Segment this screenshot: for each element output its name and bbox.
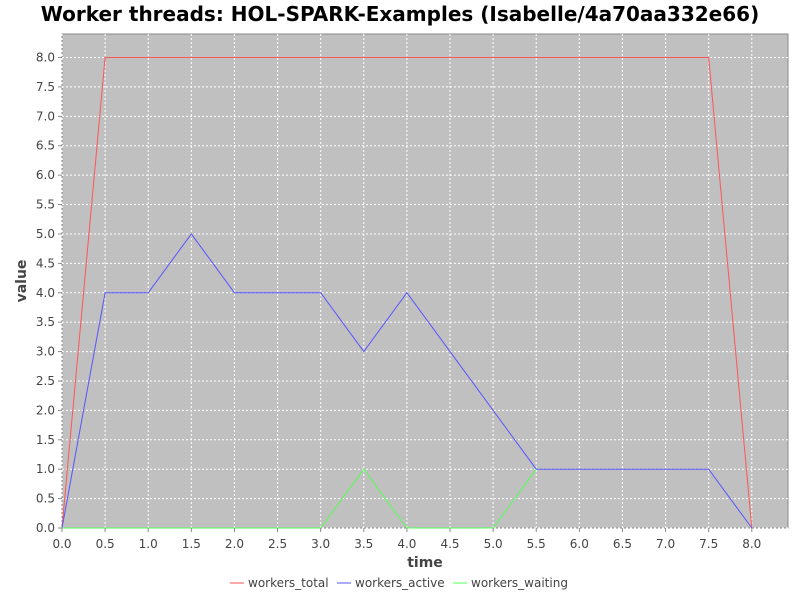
y-tick-label: 7.0	[36, 109, 55, 123]
legend-label: workers_active	[355, 576, 445, 590]
y-axis-label: value	[14, 260, 30, 303]
x-tick-label: 0.0	[52, 537, 71, 551]
series-line-workers-total	[61, 57, 753, 529]
y-tick-label: 7.5	[36, 80, 55, 94]
x-tick-label: 2.5	[268, 537, 287, 551]
legend-label: workers_waiting	[471, 576, 568, 590]
y-tick-label: 4.0	[36, 286, 55, 300]
series-line-workers-active	[61, 233, 753, 529]
y-tick-label: 2.5	[36, 374, 55, 388]
y-tick-label: 1.0	[36, 462, 55, 476]
x-tick-label: 6.0	[570, 537, 589, 551]
x-tick-label: 3.5	[354, 537, 373, 551]
y-tick-label: 0.0	[36, 521, 55, 535]
x-tick-label: 4.0	[397, 537, 416, 551]
y-tick-label: 3.0	[36, 345, 55, 359]
legend-item-workers-total: workers_total	[230, 576, 329, 590]
axes: 0.0 0.5 1.0 1.5 2.0 2.5 3.0 3.5 4.0 4.5 5.0 5.5 6.0 6…	[36, 51, 761, 551]
y-tick-label: 1.5	[36, 433, 55, 447]
x-axis-label: time	[407, 555, 443, 571]
legend-item-workers-waiting: workers_waiting	[453, 576, 568, 590]
y-tick-label: 0.5	[36, 492, 55, 506]
x-tick-label: 1.0	[139, 537, 158, 551]
y-tick-label: 5.0	[36, 227, 55, 241]
legend-label: workers_total	[248, 576, 329, 590]
x-tick-label: 1.5	[182, 537, 201, 551]
x-tick-label: 6.5	[613, 537, 632, 551]
y-tick-label: 3.5	[36, 315, 55, 329]
plot-area	[61, 33, 789, 529]
y-tick-label: 8.0	[36, 51, 55, 65]
y-tick-label: 2.0	[36, 403, 55, 417]
x-tick-label: 2.0	[225, 537, 244, 551]
y-tick-label: 4.5	[36, 256, 55, 270]
x-tick-label: 5.5	[527, 537, 546, 551]
x-tick-label: 8.0	[742, 537, 761, 551]
x-tick-label: 4.5	[440, 537, 459, 551]
x-tick-label: 3.0	[311, 537, 330, 551]
y-tick-label: 6.5	[36, 139, 55, 153]
x-tick-label: 7.5	[699, 537, 718, 551]
y-tick-label: 6.0	[36, 168, 55, 182]
legend-item-workers-active: workers_active	[337, 576, 445, 590]
x-tick-label: 5.0	[484, 537, 503, 551]
x-tick-label: 0.5	[96, 537, 115, 551]
chart-title: Worker threads: HOL-SPARK-Examples (Isab…	[41, 2, 759, 26]
legend: workers_total workers_active workers_waiti…	[230, 576, 568, 590]
x-tick-label: 7.0	[656, 537, 675, 551]
y-tick-label: 5.5	[36, 198, 55, 212]
